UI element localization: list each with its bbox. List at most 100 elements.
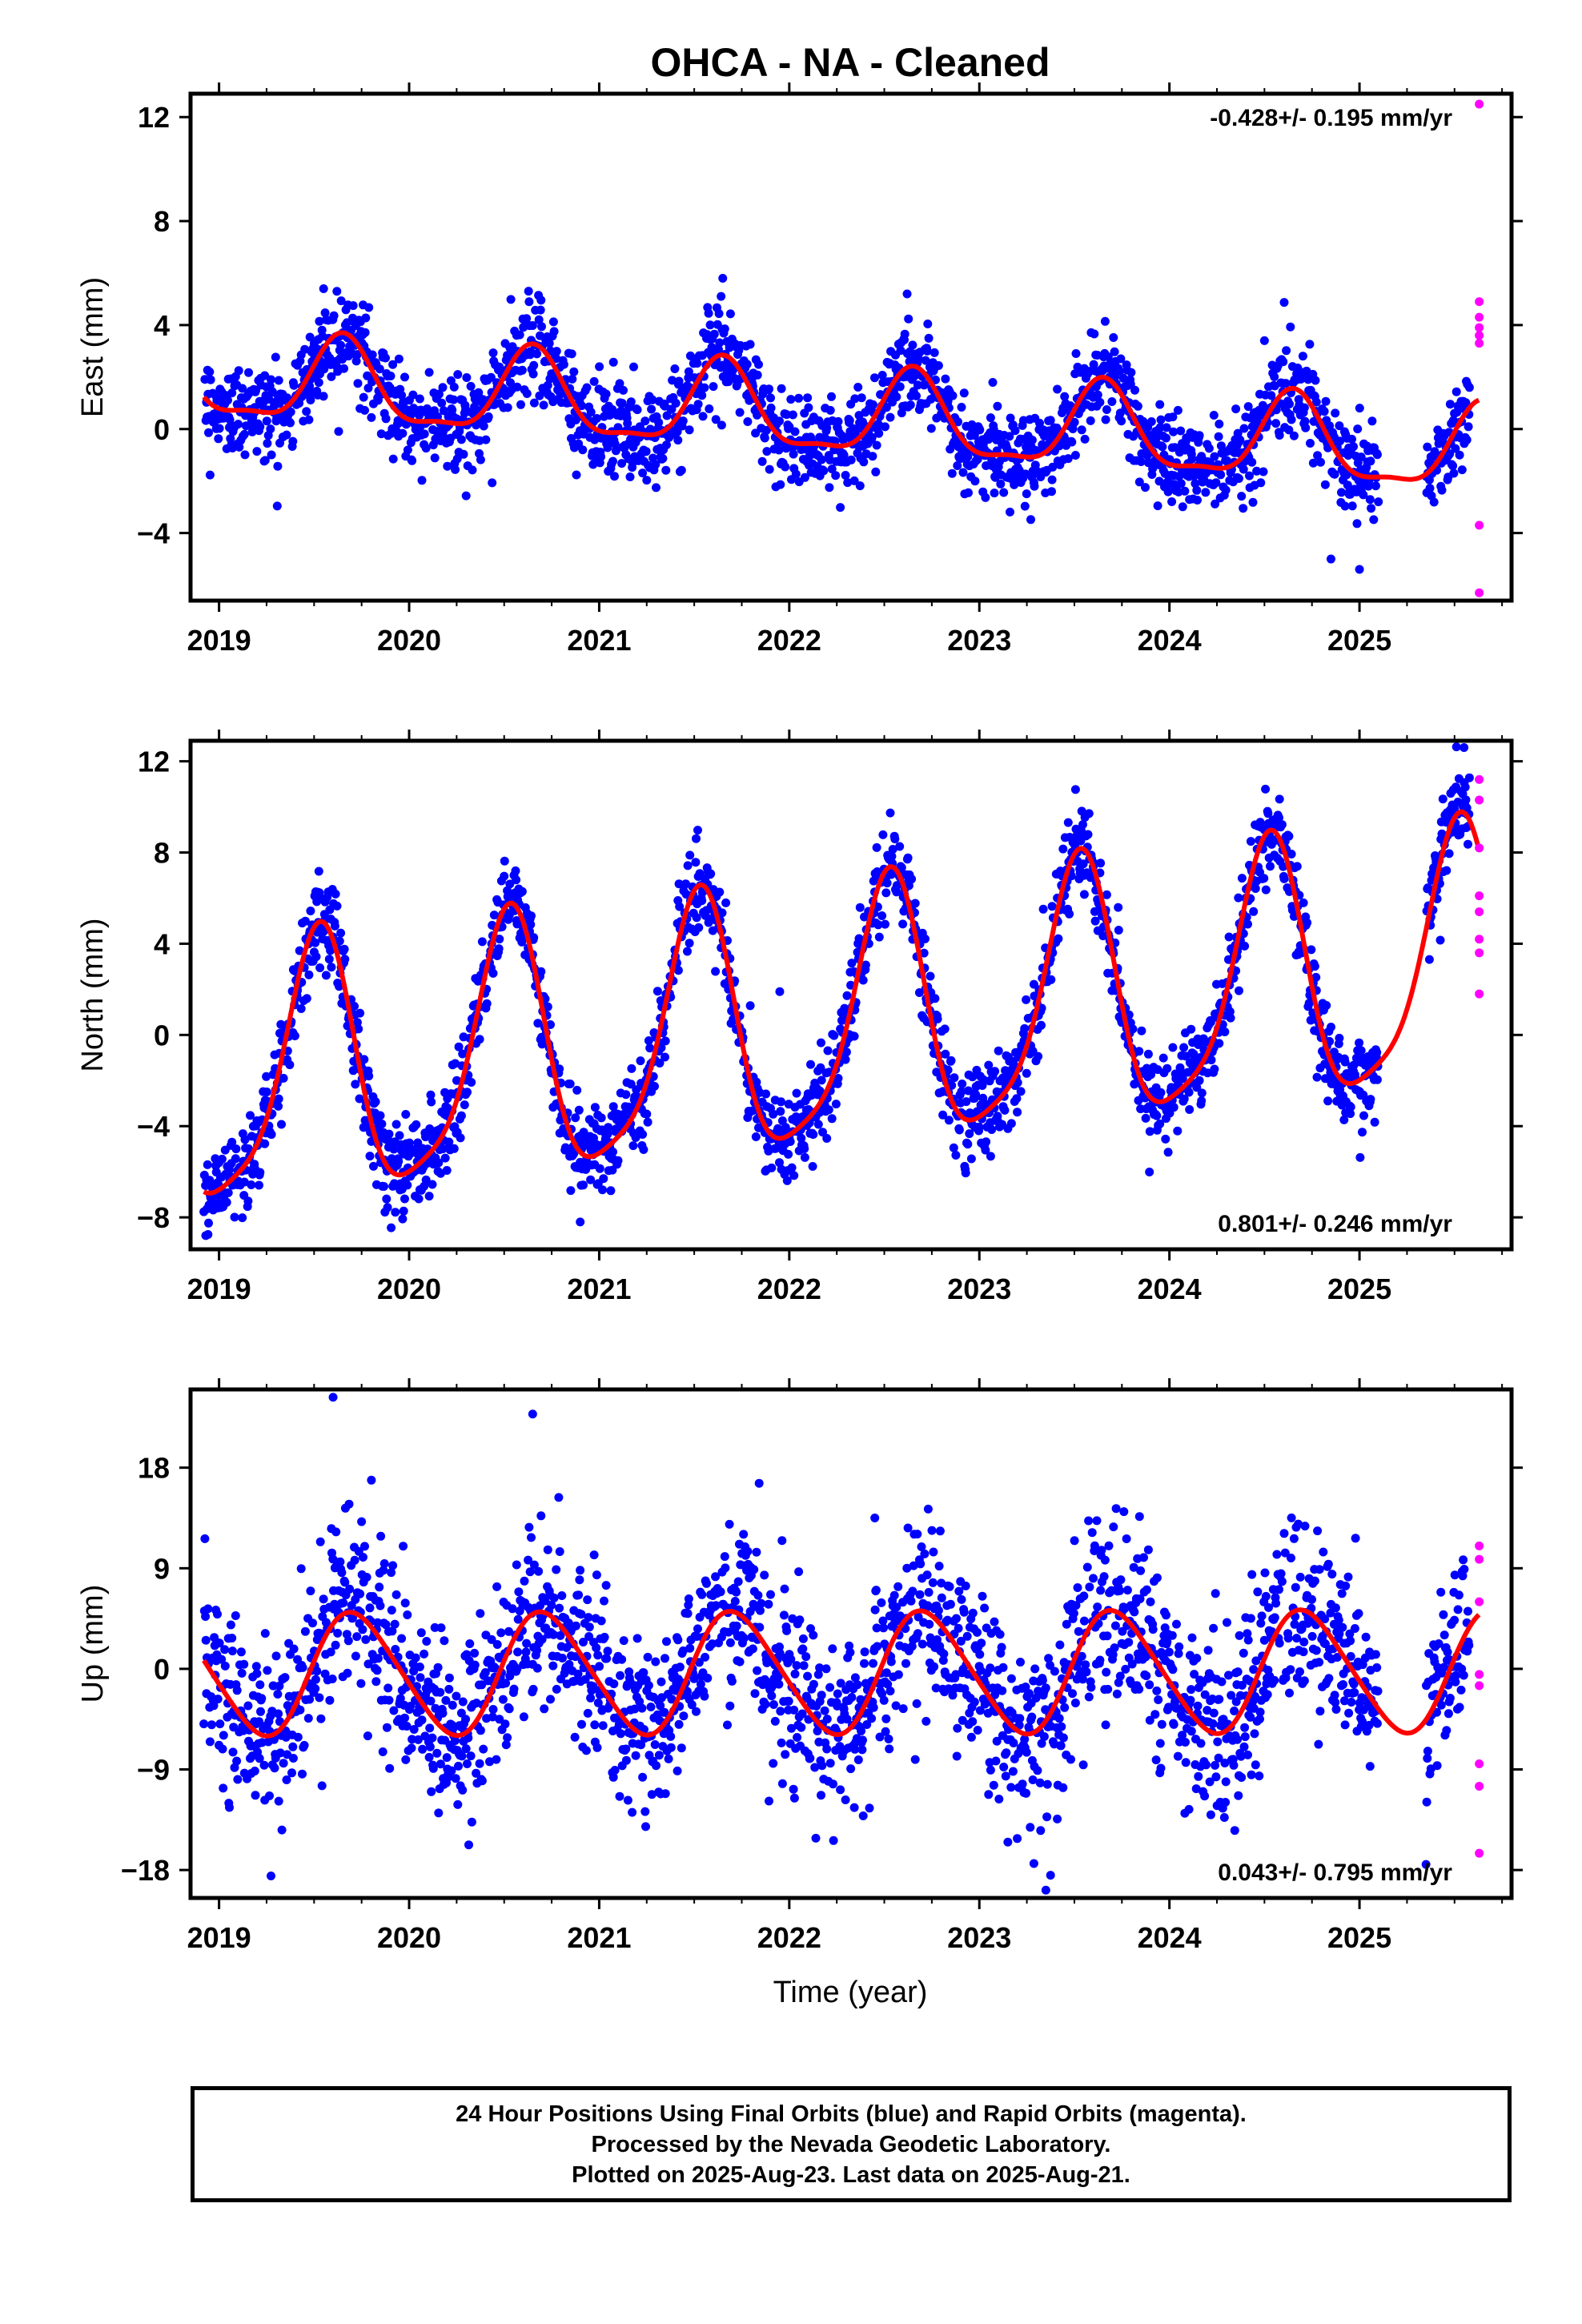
data-point: [274, 1101, 283, 1111]
data-point: [882, 879, 892, 888]
data-point: [512, 1560, 521, 1570]
x-tick-label: 2019: [187, 1273, 251, 1305]
data-point: [394, 354, 404, 364]
data-point: [1355, 1152, 1365, 1162]
data-point: [718, 273, 728, 283]
data-point: [237, 1668, 247, 1678]
data-point: [352, 350, 362, 360]
data-point: [850, 394, 860, 404]
data-point: [742, 360, 752, 369]
data-point: [452, 1691, 461, 1701]
data-point: [1335, 436, 1345, 446]
data-point: [662, 440, 671, 449]
data-point: [1358, 1128, 1367, 1137]
data-point: [569, 1676, 579, 1686]
data-point: [215, 1719, 225, 1729]
data-point: [787, 1163, 797, 1172]
data-point: [1337, 488, 1346, 497]
data-point: [1195, 1076, 1204, 1085]
data-point: [453, 1799, 463, 1809]
data-point: [1231, 404, 1241, 414]
data-point: [1356, 1046, 1366, 1055]
data-point: [424, 1752, 434, 1762]
data-point: [477, 937, 487, 947]
data-point: [475, 1035, 484, 1044]
data-point: [296, 1004, 306, 1013]
data-point: [568, 374, 577, 384]
data-point: [1053, 384, 1062, 394]
data-point: [389, 1144, 399, 1154]
data-point: [1369, 515, 1379, 525]
data-point: [255, 1754, 264, 1763]
data-point: [528, 1684, 538, 1694]
rapid-point: [1475, 935, 1484, 944]
data-point: [458, 1697, 468, 1707]
data-point: [421, 1175, 431, 1184]
rapid-point: [1475, 339, 1484, 348]
data-point: [389, 1706, 399, 1715]
data-point: [288, 1742, 298, 1751]
data-point: [573, 1669, 583, 1679]
data-point: [217, 1655, 227, 1664]
data-point: [1267, 391, 1276, 400]
data-point: [385, 383, 395, 392]
data-point: [658, 454, 668, 463]
data-point: [1195, 431, 1204, 440]
data-point: [949, 1143, 958, 1152]
data-point: [1326, 554, 1335, 564]
data-point: [359, 1055, 369, 1064]
data-point: [887, 851, 897, 861]
data-point: [324, 955, 334, 964]
data-point: [1006, 507, 1014, 517]
data-point: [205, 1737, 215, 1747]
data-point: [1429, 497, 1439, 507]
data-point: [260, 456, 270, 465]
data-point: [402, 1722, 412, 1731]
data-point: [1176, 426, 1186, 436]
data-point: [201, 1612, 211, 1621]
data-point: [717, 292, 726, 301]
y-tick-label: −4: [137, 1110, 170, 1143]
data-point: [1083, 830, 1093, 839]
data-point: [615, 379, 624, 388]
data-point: [267, 1872, 275, 1880]
data-point: [871, 467, 881, 476]
data-point: [408, 390, 418, 400]
data-point: [895, 382, 905, 392]
data-point: [415, 1663, 424, 1671]
data-point: [831, 471, 841, 480]
data-point: [308, 1618, 317, 1628]
data-point: [421, 444, 431, 453]
data-point: [456, 1708, 466, 1718]
data-point: [420, 429, 429, 439]
data-point: [757, 456, 767, 466]
data-point: [227, 388, 237, 398]
data-point: [425, 1742, 435, 1751]
data-point: [522, 314, 532, 324]
data-point: [494, 944, 504, 954]
data-point: [711, 967, 721, 976]
data-point: [1226, 1013, 1235, 1023]
data-point: [1435, 935, 1445, 945]
data-point: [765, 384, 773, 394]
data-point: [1046, 975, 1056, 984]
data-point: [416, 1673, 425, 1683]
data-point: [990, 1067, 1000, 1076]
data-point: [877, 911, 887, 920]
data-point: [555, 1064, 564, 1074]
data-point: [958, 1080, 967, 1088]
data-point: [259, 1760, 269, 1770]
data-point: [456, 1111, 466, 1120]
data-point: [303, 1714, 313, 1723]
data-point: [674, 376, 684, 386]
data-point: [334, 427, 343, 436]
data-point: [943, 1065, 953, 1075]
data-point: [511, 866, 520, 875]
data-point: [1444, 849, 1454, 858]
data-point: [1146, 417, 1156, 426]
data-point: [1284, 831, 1294, 841]
data-point: [327, 1675, 337, 1683]
data-point: [662, 411, 672, 420]
data-point: [225, 1803, 234, 1812]
